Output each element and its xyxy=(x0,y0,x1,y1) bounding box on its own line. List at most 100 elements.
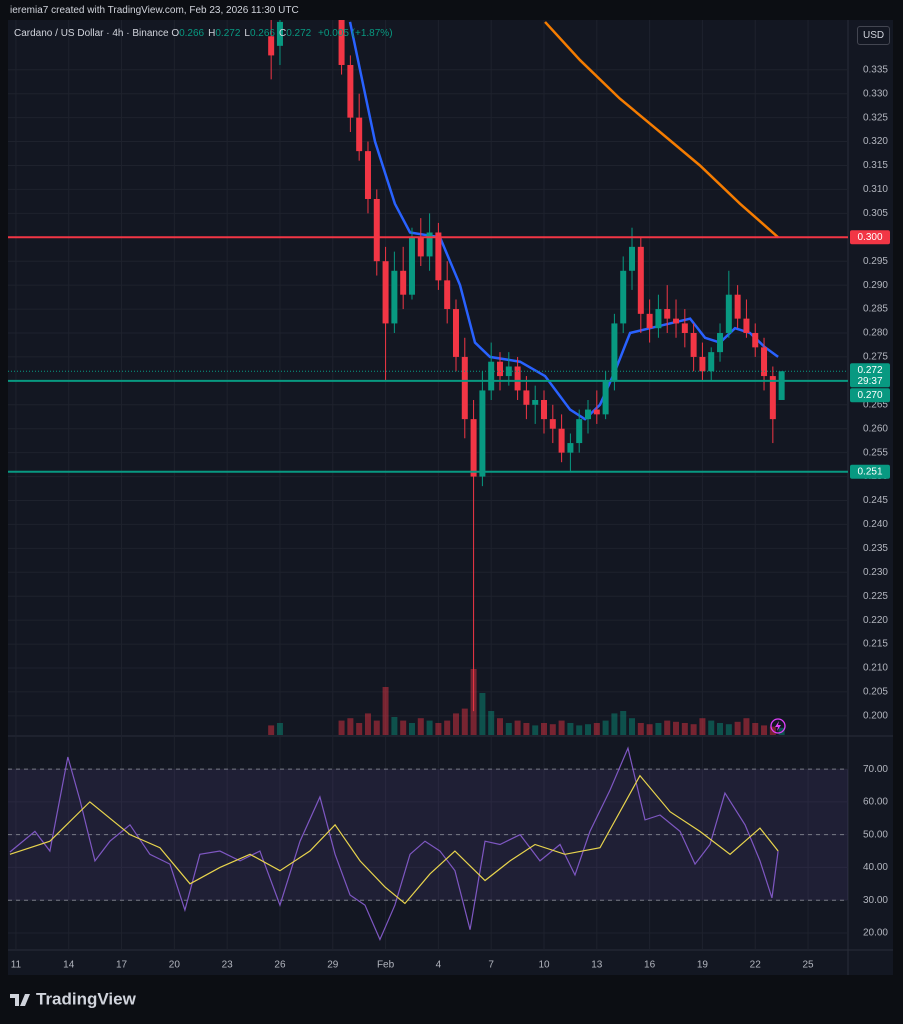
volume-bar xyxy=(444,720,451,735)
rsi-line xyxy=(9,774,779,905)
volume-bar xyxy=(408,723,415,735)
candle-body xyxy=(769,376,776,420)
candle-body xyxy=(505,366,512,377)
candle-body xyxy=(593,409,600,415)
last-price-bg xyxy=(850,363,890,388)
y-tick-label: 0.200 xyxy=(863,710,888,721)
candle-body xyxy=(541,399,548,420)
candle-body xyxy=(514,366,521,391)
candle-body xyxy=(479,390,486,477)
candle-body xyxy=(408,237,415,295)
volume-bar xyxy=(435,723,442,735)
volume-bar xyxy=(532,725,539,735)
y-tick-label: 0.335 xyxy=(863,64,888,75)
price-pane xyxy=(8,20,848,735)
change: +0.005 (+1.87%) xyxy=(318,28,393,39)
candle-body xyxy=(611,323,618,381)
volume-bar xyxy=(523,723,530,735)
x-tick-label: 10 xyxy=(538,960,550,971)
candle-body xyxy=(532,399,539,405)
volume-bar xyxy=(382,687,389,735)
y-tick-label: 0.285 xyxy=(863,304,888,315)
y-tick-label: 60.00 xyxy=(863,797,888,808)
candle-body xyxy=(364,151,371,199)
volume-bar xyxy=(488,711,495,735)
x-tick-label: 16 xyxy=(644,960,656,971)
alert-icon xyxy=(770,718,786,734)
volume-bar xyxy=(558,720,565,735)
y-tick-label: 0.225 xyxy=(863,591,888,602)
ohlc-value: 0.266 xyxy=(249,28,275,39)
ohlc-value: 0.266 xyxy=(179,28,205,39)
candle-body xyxy=(743,318,750,333)
candle-body xyxy=(778,371,785,400)
y-tick-label: 0.310 xyxy=(863,184,888,195)
volume-bar xyxy=(699,718,706,735)
volume-bar xyxy=(734,721,741,735)
candle-body xyxy=(664,309,671,319)
candle-body xyxy=(276,21,283,46)
volume-bar xyxy=(725,724,732,735)
y-tick-label: 0.295 xyxy=(863,256,888,267)
candle-body xyxy=(620,270,627,324)
x-tick-label: 17 xyxy=(116,960,128,971)
level-label-bg xyxy=(850,230,890,245)
volume-bar xyxy=(637,723,644,735)
rsi-line xyxy=(9,746,779,942)
level-label: 0.270 xyxy=(857,390,882,401)
candle-body xyxy=(470,419,477,477)
y-tick-label: 0.330 xyxy=(863,88,888,99)
y-tick-label: 0.325 xyxy=(863,112,888,123)
candle-body xyxy=(602,380,609,415)
x-tick-label: 26 xyxy=(274,960,286,971)
y-tick-label: 0.290 xyxy=(863,280,888,291)
candle-body xyxy=(400,270,407,295)
x-tick-label: Feb xyxy=(377,960,395,971)
candle-body xyxy=(558,428,565,453)
volume-bar xyxy=(514,720,521,735)
candle-body xyxy=(347,64,354,118)
y-tick-label: 0.235 xyxy=(863,543,888,554)
y-tick-label: 0.265 xyxy=(863,399,888,410)
candle-body xyxy=(567,443,574,453)
y-tick-label: 20.00 xyxy=(863,928,888,939)
x-tick-label: 20 xyxy=(169,960,181,971)
volume-bar xyxy=(356,723,363,735)
axes: 0.200 0.205 0.210 0.215 0.220 0.225 0.230 0.235… xyxy=(11,64,890,971)
volume-bar xyxy=(364,713,371,735)
candle-body xyxy=(444,280,451,310)
candle-body xyxy=(426,232,433,257)
y-tick-label: 0.230 xyxy=(863,567,888,578)
volume-bar xyxy=(338,720,345,735)
volume-bar xyxy=(585,724,592,735)
candle-body xyxy=(752,332,759,348)
x-tick-label: 19 xyxy=(697,960,709,971)
volume-bar xyxy=(655,723,662,735)
volume-bar xyxy=(576,725,583,735)
y-tick-label: 0.240 xyxy=(863,519,888,530)
volume-bar xyxy=(690,724,697,735)
volume-bar xyxy=(664,720,671,735)
volume-bar xyxy=(708,720,715,735)
currency-button[interactable]: USD xyxy=(857,26,891,45)
candle-body xyxy=(629,246,636,271)
candle-body xyxy=(338,20,345,65)
y-tick-label: 30.00 xyxy=(863,895,888,906)
volume-bar xyxy=(496,718,503,735)
volume-bar xyxy=(400,720,407,735)
candle-body xyxy=(734,294,741,319)
volume-bar xyxy=(505,723,512,735)
volume-bar xyxy=(593,723,600,735)
volume-bar xyxy=(567,723,574,735)
volume-bar xyxy=(611,713,618,735)
volume-bar xyxy=(629,718,636,735)
volume-bar xyxy=(276,723,283,735)
candle-body xyxy=(646,313,653,329)
moving-average xyxy=(544,21,779,239)
volume-bar xyxy=(417,718,424,735)
volume-bar xyxy=(549,724,556,735)
volume-bar xyxy=(268,725,275,735)
candle-body xyxy=(435,232,442,281)
